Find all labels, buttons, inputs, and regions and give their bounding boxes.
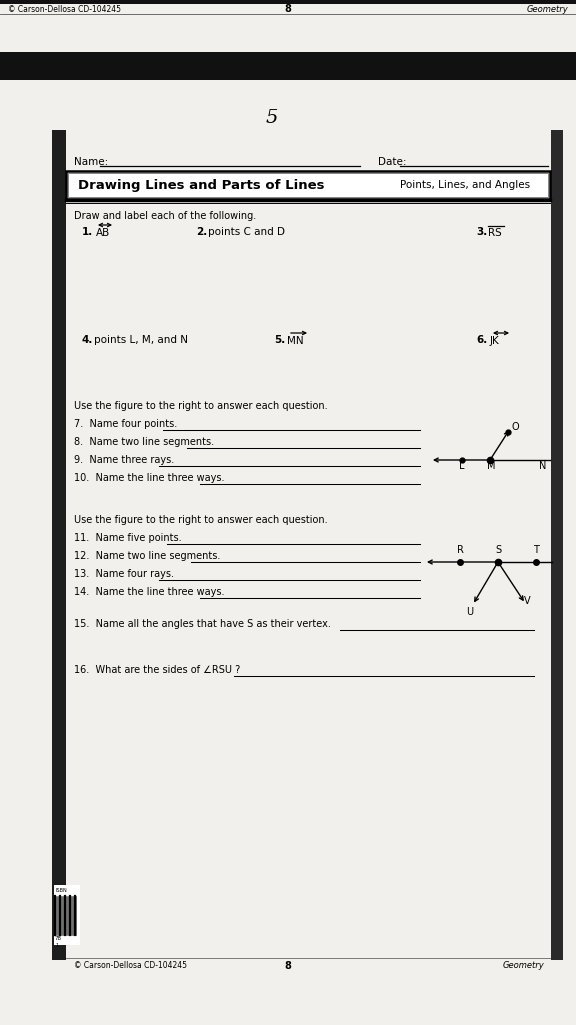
Text: Geometry: Geometry [526,5,568,14]
Text: RS: RS [488,228,502,238]
Text: points L, M, and N: points L, M, and N [94,335,188,345]
Text: 3.: 3. [476,227,487,237]
Text: Points, Lines, and Angles: Points, Lines, and Angles [400,180,530,190]
Text: 6.: 6. [476,335,487,345]
Text: 15.  Name all the angles that have S as their vertex.: 15. Name all the angles that have S as t… [74,619,331,629]
Text: JK: JK [490,336,500,346]
Text: AB: AB [96,228,110,238]
Text: M: M [487,461,495,472]
Bar [54,885,80,945]
Text: 2.: 2. [196,227,207,237]
Text: 11.  Name five points.: 11. Name five points. [74,533,181,543]
Bar [551,130,563,960]
Text: 8: 8 [285,961,291,971]
Text: © Carson-Dellosa CD-104245: © Carson-Dellosa CD-104245 [74,961,187,971]
Bar [68,173,548,197]
Text: V: V [524,596,530,606]
Text: Date:: Date: [378,157,407,167]
Text: R: R [457,545,464,555]
Text: 14.  Name the line three ways.: 14. Name the line three ways. [74,587,225,597]
Bar [66,171,550,199]
Text: MN: MN [287,336,304,346]
Text: S: S [495,545,501,555]
Text: ISBN: ISBN [55,888,67,893]
Text: 5.: 5. [274,335,285,345]
Text: 4.: 4. [82,335,93,345]
Text: 8: 8 [285,4,291,14]
Text: Drawing Lines and Parts of Lines: Drawing Lines and Parts of Lines [78,178,324,192]
Text: 9.  Name three rays.: 9. Name three rays. [74,455,175,465]
Text: Use the figure to the right to answer each question.: Use the figure to the right to answer ea… [74,401,328,411]
Text: Draw and label each of the following.: Draw and label each of the following. [74,211,256,221]
Text: 8.  Name two line segments.: 8. Name two line segments. [74,437,214,447]
Text: points C and D: points C and D [208,227,285,237]
Bar [0,0,576,4]
Text: O: O [511,422,519,432]
Text: 13.  Name four rays.: 13. Name four rays. [74,569,174,579]
Text: 1: 1 [55,943,58,948]
Text: 10.  Name the line three ways.: 10. Name the line three ways. [74,473,225,483]
Text: L: L [459,461,465,472]
Bar [52,130,66,960]
Text: Name:: Name: [74,157,108,167]
Text: Use the figure to the right to answer each question.: Use the figure to the right to answer ea… [74,515,328,525]
Text: © Carson-Dellosa CD-104245: © Carson-Dellosa CD-104245 [8,5,121,14]
Text: 5: 5 [266,109,278,127]
Text: N: N [539,461,547,472]
Text: T: T [533,545,539,555]
Text: 78: 78 [55,936,62,941]
Text: 7.  Name four points.: 7. Name four points. [74,419,177,429]
Text: 1.: 1. [82,227,93,237]
Bar [0,52,576,80]
Text: Geometry: Geometry [502,961,544,971]
Text: 16.  What are the sides of ∠RSU ?: 16. What are the sides of ∠RSU ? [74,665,240,675]
Text: 12.  Name two line segments.: 12. Name two line segments. [74,551,221,561]
Text: U: U [467,607,473,617]
